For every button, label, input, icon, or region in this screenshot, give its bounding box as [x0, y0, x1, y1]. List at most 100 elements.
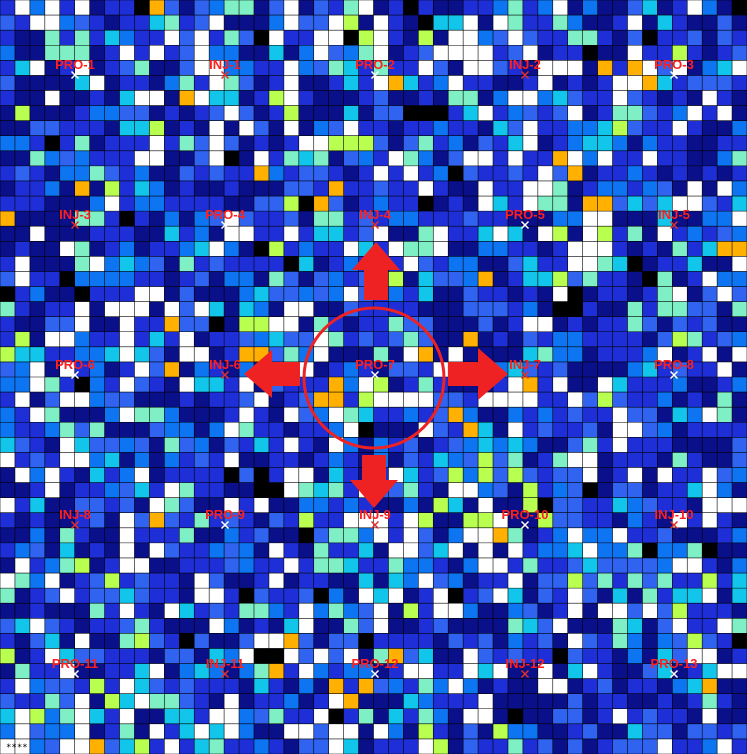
grid-cell — [179, 256, 195, 272]
grid-cell — [268, 286, 285, 302]
grid-cell — [702, 165, 718, 182]
grid-cell — [209, 467, 225, 483]
grid-cell — [732, 497, 747, 514]
grid-cell — [493, 452, 509, 468]
grid-cell — [14, 512, 31, 529]
grid-cell — [448, 180, 464, 197]
grid-cell — [14, 618, 31, 634]
grid-cell — [179, 377, 195, 393]
grid-cell — [44, 256, 61, 272]
grid-cell — [672, 633, 688, 649]
grid-cell — [59, 286, 75, 302]
grid-cell — [507, 301, 524, 317]
grid-cell — [433, 241, 449, 257]
grid-cell — [224, 15, 240, 31]
grid-cell — [119, 226, 135, 242]
grid-cell — [283, 723, 300, 740]
grid-cell — [388, 316, 404, 333]
grid-cell — [134, 286, 150, 302]
grid-cell — [687, 527, 703, 544]
grid-cell — [29, 316, 46, 333]
grid-cell — [717, 75, 733, 91]
grid-cell — [74, 738, 90, 754]
grid-cell — [14, 60, 31, 76]
grid-cell — [194, 165, 210, 182]
grid-cell — [268, 467, 285, 483]
grid-cell — [687, 738, 703, 754]
grid-cell — [657, 346, 673, 363]
grid-cell — [732, 708, 747, 725]
grid-cell — [328, 271, 344, 287]
grid-cell — [164, 603, 180, 619]
grid-cell — [313, 512, 329, 529]
grid-cell — [552, 738, 569, 754]
grid-cell — [179, 105, 195, 121]
grid-cell — [732, 512, 747, 529]
grid-cell — [328, 256, 344, 272]
grid-cell — [642, 648, 658, 664]
grid-cell — [373, 633, 389, 649]
grid-cell — [74, 346, 90, 363]
grid-cell — [89, 0, 105, 16]
grid-cell — [89, 557, 105, 574]
grid-cell — [522, 180, 539, 197]
well-marker-icon — [520, 669, 530, 679]
grid-cell — [627, 723, 643, 740]
grid-cell — [627, 738, 643, 754]
grid-cell — [418, 573, 434, 589]
grid-cell — [582, 286, 598, 302]
grid-cell — [194, 331, 210, 348]
grid-cell — [179, 75, 195, 91]
grid-cell — [298, 135, 315, 152]
grid-cell — [74, 30, 90, 46]
grid-cell — [657, 618, 673, 634]
grid-cell — [268, 15, 285, 31]
grid-cell — [388, 467, 404, 483]
grid-cell — [239, 346, 255, 363]
grid-cell — [448, 723, 464, 740]
grid-cell — [672, 15, 688, 31]
grid-cell — [343, 663, 359, 679]
grid-cell — [642, 512, 658, 529]
grid-cell — [717, 482, 733, 498]
grid-cell — [537, 331, 554, 348]
grid-cell — [627, 377, 643, 393]
grid-cell — [283, 196, 300, 212]
grid-cell — [44, 15, 61, 31]
grid-cell — [627, 618, 643, 634]
grid-cell — [717, 135, 733, 152]
grid-cell — [239, 120, 255, 137]
grid-cell — [672, 226, 688, 242]
grid-cell — [522, 331, 539, 348]
grid-cell — [343, 0, 359, 16]
grid-cell — [597, 603, 613, 619]
grid-cell — [328, 497, 344, 514]
grid-cell — [179, 361, 195, 378]
grid-cell — [373, 226, 389, 242]
grid-cell — [358, 180, 374, 197]
grid-cell — [582, 180, 598, 197]
grid-cell — [448, 633, 464, 649]
grid-cell — [717, 542, 733, 559]
grid-cell — [74, 316, 90, 333]
grid-cell — [642, 331, 658, 348]
grid-cell — [313, 377, 329, 393]
grid-cell — [537, 542, 554, 559]
grid-cell — [582, 633, 598, 649]
grid-cell — [268, 708, 285, 725]
grid-cell — [597, 60, 613, 76]
grid-cell — [537, 392, 554, 408]
grid-cell — [522, 271, 539, 287]
grid-cell — [642, 180, 658, 197]
grid-cell — [507, 663, 524, 679]
grid-cell — [672, 271, 688, 287]
grid-cell — [388, 573, 404, 589]
grid-cell — [567, 482, 583, 498]
grid-cell — [642, 30, 658, 46]
grid-cell — [239, 256, 255, 272]
grid-cell — [537, 90, 554, 106]
grid-cell — [179, 15, 195, 31]
grid-cell — [149, 723, 165, 740]
grid-cell — [537, 60, 554, 76]
